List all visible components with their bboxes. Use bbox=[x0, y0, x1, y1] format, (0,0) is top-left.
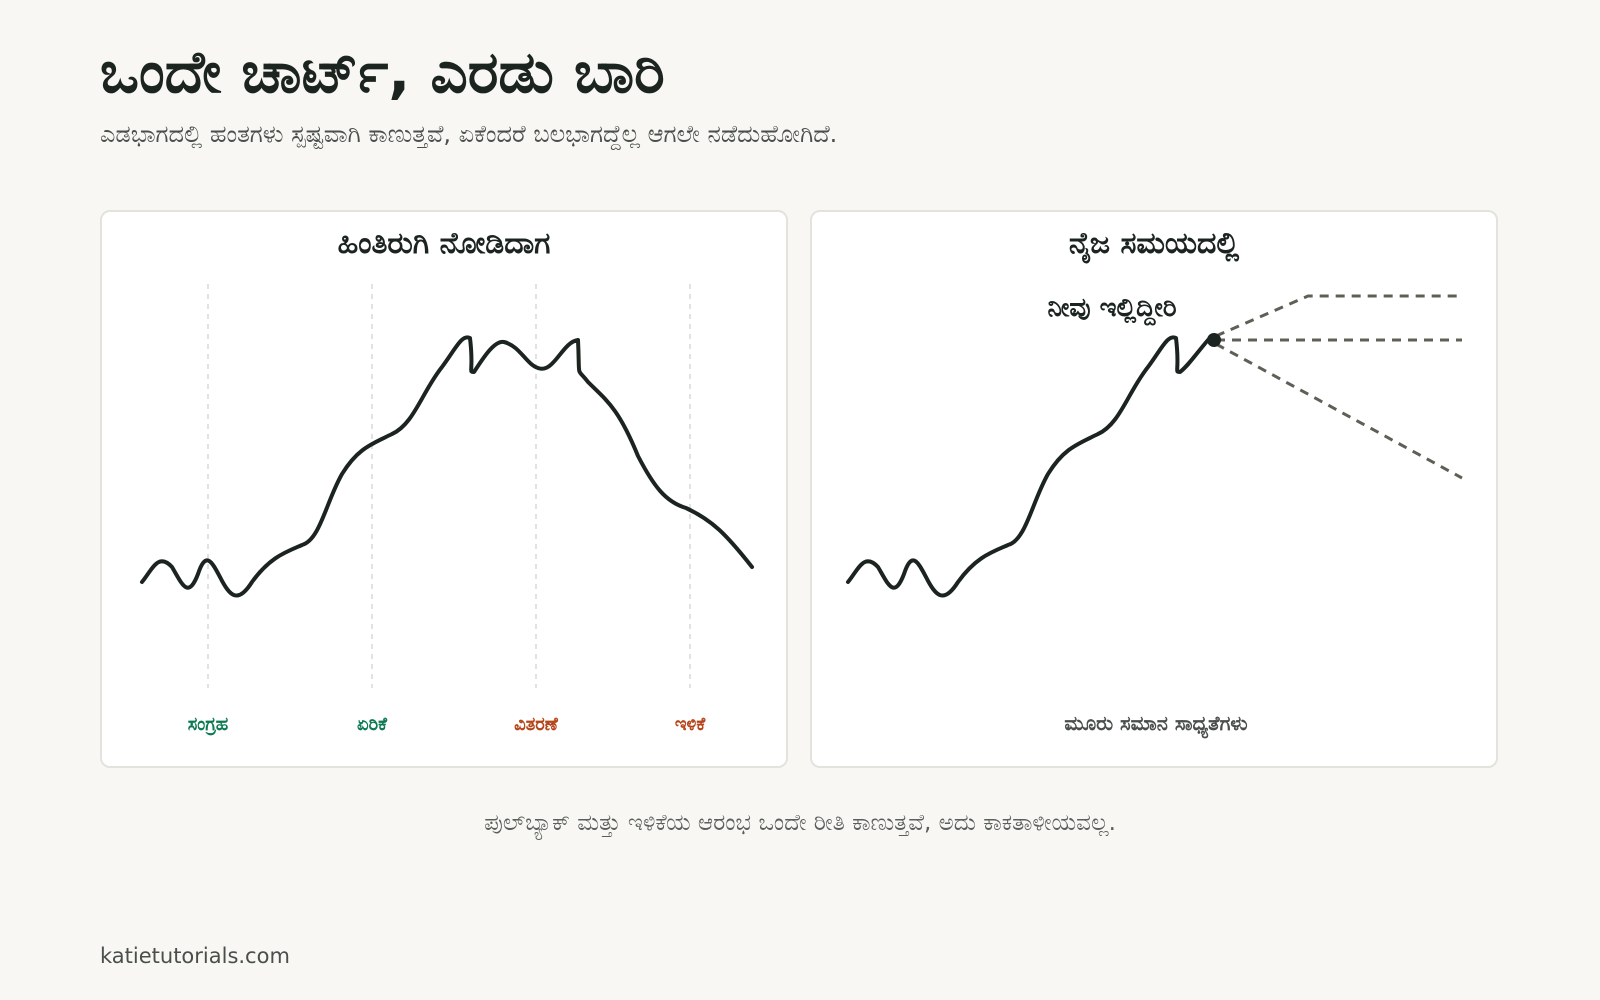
realtime-panel-title: ನೈಜ ಸಮಯದಲ್ಲಿ bbox=[1068, 226, 1240, 261]
you-are-here-label: ನೀವು ಇಲ್ಲಿದ್ದೀರಿ bbox=[1047, 293, 1176, 326]
realtime-price-line bbox=[846, 335, 1210, 598]
footnote: ಪುಲ್‌ಬ್ಯಾಕ್ ಮತ್ತು ಇಳಿಕೆಯ ಆರಂಭ ಒಂದೇ ರೀತಿ … bbox=[484, 810, 1116, 836]
brand-link[interactable]: katietutorials.com bbox=[100, 944, 290, 968]
hindsight-chart: ಸಂಗ್ರಹ ಏರಿಕೆ ವಿತರಣೆ ಇಳಿಕೆ bbox=[140, 284, 754, 736]
projection-up bbox=[1215, 294, 1462, 338]
hindsight-panel: ಹಿಂತಿರುಗಿ ನೋಡಿದಾಗ ಸಂಗ್ರಹ ಏರಿಕೆ ವಿತರಣೆ ಇಳ… bbox=[100, 210, 788, 768]
current-position-dot bbox=[1207, 333, 1221, 347]
phase-label-accumulation: ಸಂಗ್ರಹ bbox=[188, 714, 229, 736]
hindsight-price-line bbox=[140, 335, 754, 598]
phase-label-markdown: ಇಳಿಕೆ bbox=[675, 714, 707, 735]
page-subtitle: ಎಡಭಾಗದಲ್ಲಿ ಹಂತಗಳು ಸ್ಪಷ್ಟವಾಗಿ ಕಾಣುತ್ತವೆ, … bbox=[100, 120, 838, 148]
phase-label-markup: ಏರಿಕೆ bbox=[357, 714, 388, 735]
realtime-chart: ನೀವು ಇಲ್ಲಿದ್ದೀರಿ ಮೂರು ಸಮಾನ ಸಾಧ್ಯತೆಗಳು bbox=[846, 293, 1463, 739]
page-title: ಒಂದೇ ಚಾರ್ಟ್, ಎರಡು ಬಾರಿ bbox=[100, 38, 665, 106]
projection-down bbox=[1215, 342, 1463, 480]
realtime-panel: ನೈಜ ಸಮಯದಲ್ಲಿ ನೀವು ಇಲ್ಲಿದ್ದೀರಿ ಮೂರು ಸಮಾನ … bbox=[810, 210, 1498, 768]
phase-label-distribution: ವಿತರಣೆ bbox=[514, 714, 559, 735]
hindsight-panel-title: ಹಿಂತಿರುಗಿ ನೋಡಿದಾಗ bbox=[337, 226, 551, 261]
three-possibilities-label: ಮೂರು ಸಮಾನ ಸಾಧ್ಯತೆಗಳು bbox=[1064, 711, 1247, 739]
